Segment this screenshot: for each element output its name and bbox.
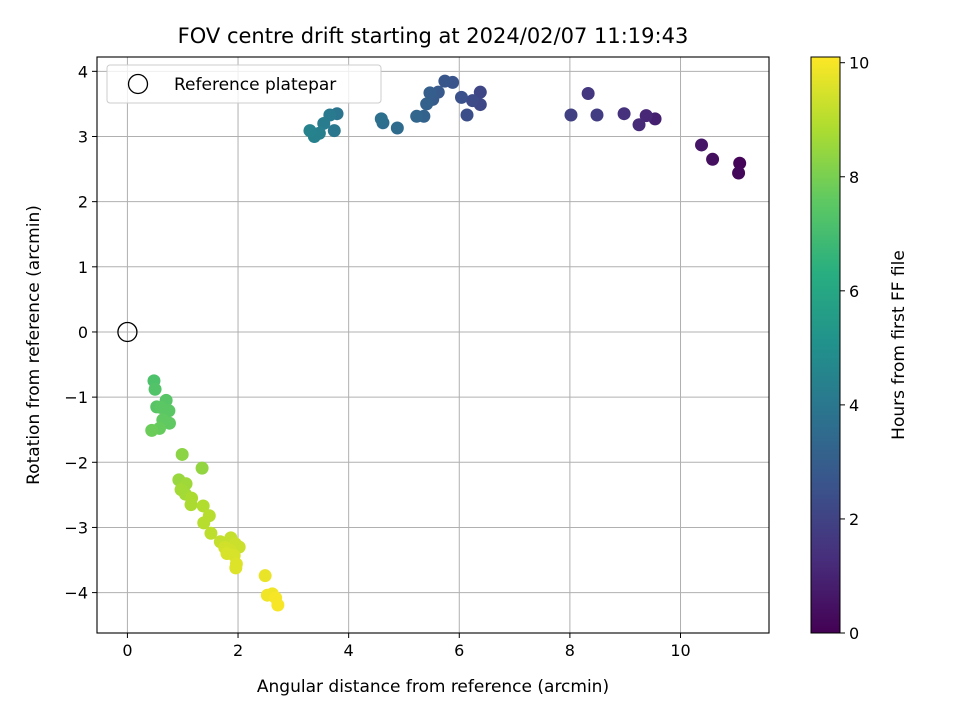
data-point — [271, 598, 285, 612]
data-point — [420, 97, 434, 111]
data-point — [197, 516, 211, 530]
data-point — [695, 138, 709, 152]
chart-title: FOV centre drift starting at 2024/02/07 … — [178, 24, 689, 48]
legend: Reference platepar — [106, 64, 382, 104]
colorbar-tick-label: 6 — [849, 282, 859, 301]
colorbar: 0 2 4 6 8 10 Hours from first FF file — [810, 54, 909, 643]
data-point — [617, 107, 631, 121]
reference-platepar-marker — [117, 321, 138, 343]
x-tick-label: 8 — [565, 641, 575, 660]
colorbar-ticks: 0 2 4 6 8 10 — [840, 54, 869, 643]
y-tick-label: 2 — [78, 193, 88, 212]
colorbar-tick-label: 10 — [849, 54, 869, 73]
colorbar-tick-label: 2 — [849, 510, 859, 529]
scatter-points — [145, 74, 747, 612]
x-tick-label: 0 — [122, 641, 132, 660]
data-point — [184, 498, 198, 512]
data-point — [162, 416, 176, 430]
data-point — [317, 116, 331, 130]
data-point — [303, 124, 317, 138]
data-point — [195, 461, 209, 475]
y-tick-label: 3 — [78, 127, 88, 146]
data-point — [145, 423, 159, 437]
legend-box — [106, 64, 382, 104]
colorbar-tick-label: 0 — [849, 624, 859, 643]
data-point — [473, 85, 487, 99]
data-point — [581, 86, 595, 100]
data-point — [733, 156, 747, 170]
y-tick-label: −1 — [64, 388, 88, 407]
data-point — [460, 108, 474, 122]
data-point — [466, 94, 480, 108]
y-tick-label: 1 — [78, 258, 88, 277]
data-point — [438, 74, 452, 88]
y-tick-label: −4 — [64, 584, 88, 603]
data-point — [732, 166, 746, 180]
y-tick-label: 0 — [78, 323, 88, 342]
x-tick-label: 2 — [233, 641, 243, 660]
x-tick-label: 4 — [344, 641, 354, 660]
data-point — [258, 569, 272, 583]
data-point — [410, 109, 424, 123]
data-point — [706, 152, 720, 166]
x-tick-label: 6 — [454, 641, 464, 660]
colorbar-gradient — [810, 56, 841, 634]
y-tick-label: −3 — [64, 518, 88, 537]
data-point — [639, 109, 653, 123]
legend-marker-icon — [127, 73, 149, 95]
data-point — [374, 112, 388, 126]
y-tick-label: 4 — [78, 62, 88, 81]
data-point — [454, 90, 468, 104]
data-point — [175, 447, 189, 461]
data-point — [229, 561, 243, 575]
colorbar-label: Hours from first FF file — [889, 250, 909, 440]
data-point — [204, 526, 218, 540]
data-point — [148, 382, 162, 396]
colorbar-tick-label: 4 — [849, 396, 859, 415]
data-point — [162, 404, 176, 418]
x-axis-label: Angular distance from reference (arcmin) — [257, 677, 609, 697]
data-point — [327, 124, 341, 138]
data-point — [196, 499, 210, 513]
y-axis-label: Rotation from reference (arcmin) — [24, 205, 44, 485]
data-point — [390, 121, 404, 135]
y-tick-label: −2 — [64, 453, 88, 472]
plot-frame — [96, 56, 770, 634]
data-point — [590, 108, 604, 122]
axis-ticks: 0 2 4 6 8 10 −4 −3 −2 −1 0 1 2 3 4 — [64, 62, 690, 660]
x-tick-label: 10 — [670, 641, 690, 660]
data-point — [423, 86, 437, 100]
colorbar-tick-label: 8 — [849, 168, 859, 187]
data-point — [632, 118, 646, 132]
legend-label: Reference platepar — [174, 75, 336, 95]
data-point — [564, 108, 578, 122]
grid — [97, 57, 769, 633]
